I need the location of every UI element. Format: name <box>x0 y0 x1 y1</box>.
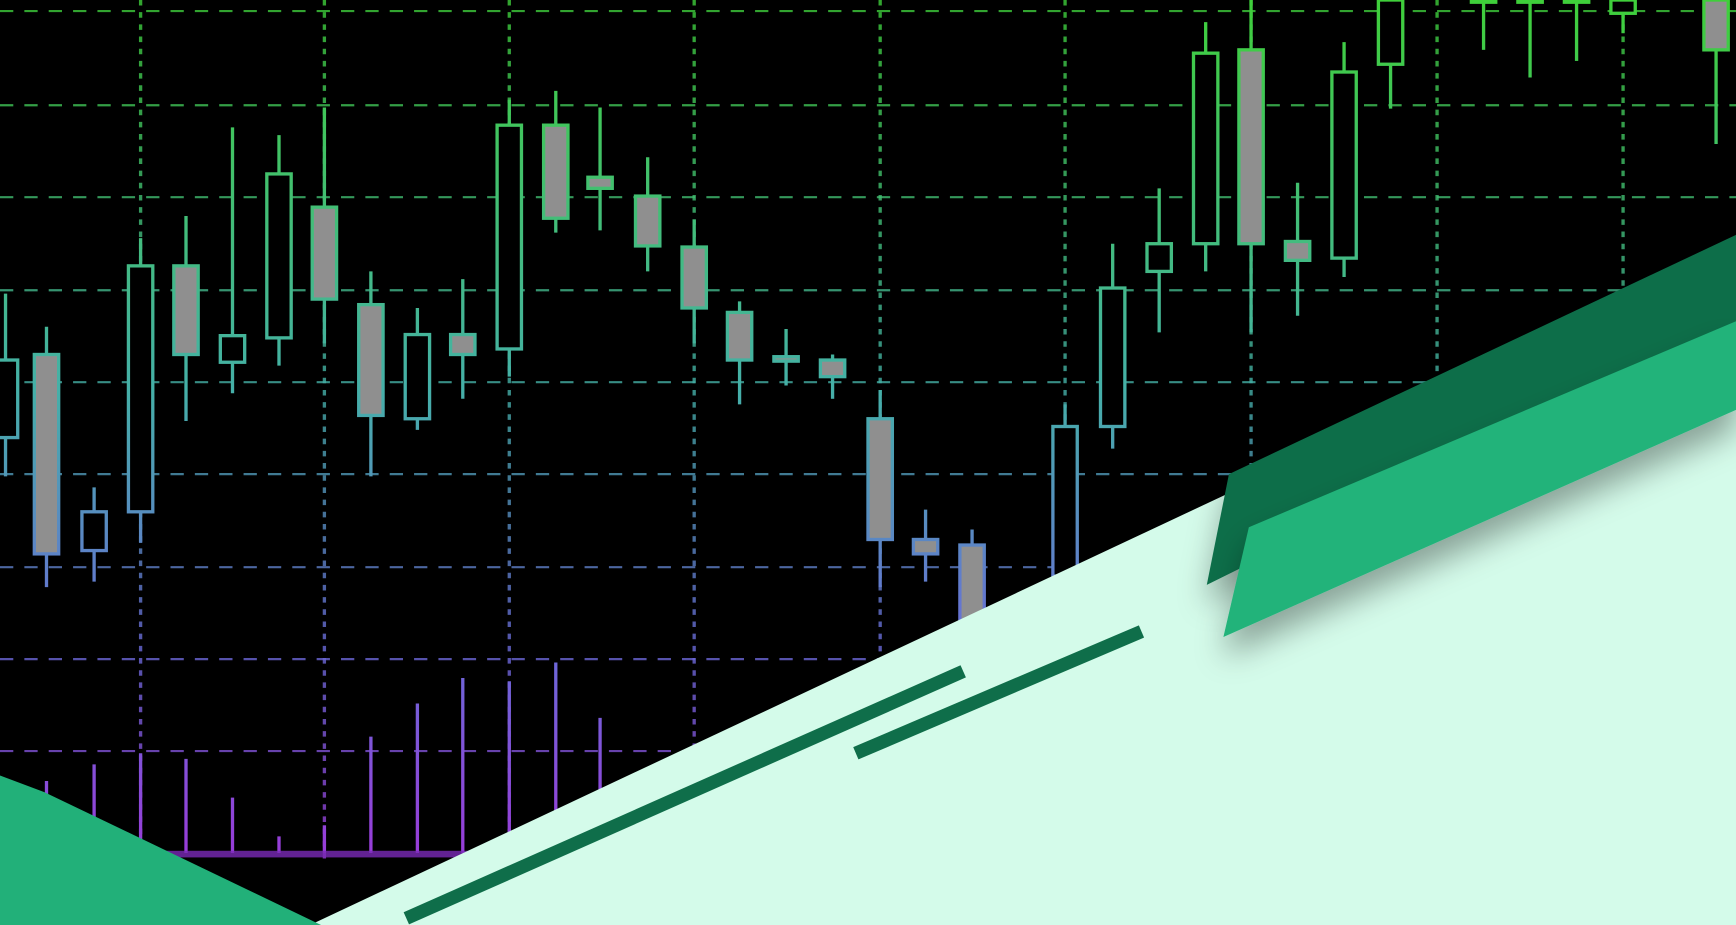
candle-body <box>958 543 986 623</box>
candle-body <box>218 333 247 364</box>
corner-shape <box>0 775 322 925</box>
candle-body <box>1145 242 1174 274</box>
stripe <box>403 665 966 925</box>
candle-body <box>126 264 155 514</box>
candle-body <box>541 123 570 220</box>
candle-body <box>911 537 940 556</box>
candle-body <box>357 302 385 418</box>
candle-body <box>1609 0 1637 15</box>
candle-body <box>818 358 847 379</box>
candle-body <box>495 123 524 351</box>
candles <box>0 0 1730 623</box>
candle-body <box>1051 424 1079 578</box>
candle-body <box>633 194 662 248</box>
candle-body <box>680 245 709 310</box>
candle-body <box>32 352 61 556</box>
candle-body <box>1376 0 1405 66</box>
candle-body <box>772 355 800 363</box>
light-band <box>1223 321 1736 637</box>
candle-body <box>0 358 20 440</box>
stripe <box>853 625 1145 760</box>
candle-body <box>1469 0 1498 4</box>
candle-body <box>80 510 108 553</box>
candle-body <box>1702 0 1730 52</box>
candle-body <box>1562 0 1591 4</box>
volume-base <box>166 850 532 858</box>
candle-body <box>265 172 293 340</box>
candle-body <box>725 310 754 362</box>
candle-body <box>1283 239 1312 262</box>
candle-body <box>310 205 339 301</box>
candle-body <box>866 417 895 542</box>
candle-body <box>1237 48 1265 246</box>
candle-body <box>1330 70 1358 260</box>
candle-body <box>448 332 477 357</box>
candle-body <box>172 264 200 357</box>
candle-body <box>1516 0 1544 4</box>
candle-body <box>1191 51 1220 246</box>
candle-body <box>586 175 614 190</box>
candle-body <box>1098 286 1127 429</box>
candle-body <box>403 332 432 421</box>
